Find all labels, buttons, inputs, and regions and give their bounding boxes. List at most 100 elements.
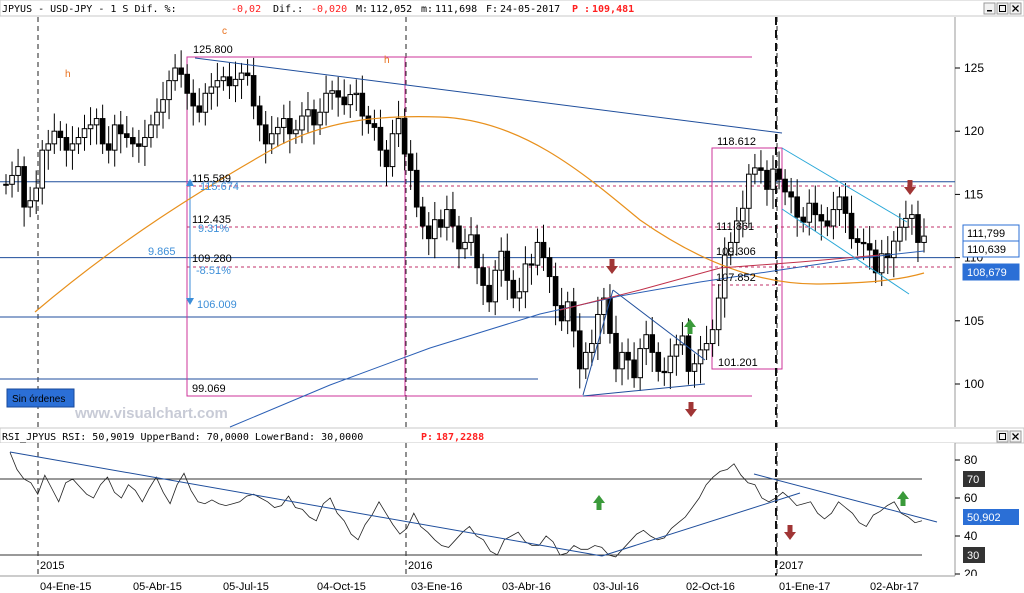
- candle-body-45: [274, 126, 281, 135]
- candle-body-127: [770, 168, 776, 190]
- candle-body-70: [425, 225, 432, 240]
- candle-body-4: [27, 200, 33, 208]
- candle-body-63: [383, 149, 390, 168]
- candle-body-25: [154, 111, 160, 126]
- window-buttons-rsi: [996, 430, 1022, 443]
- price-tick-label: 125: [964, 61, 984, 75]
- price-level-label: -8.51%: [196, 265, 231, 277]
- candle-body-1: [9, 174, 15, 185]
- time-label: 01-Ene-17: [779, 581, 830, 593]
- price-tick-label: 100: [964, 377, 984, 391]
- time-label: 04-Oct-15: [317, 581, 366, 593]
- candle-body-13: [81, 128, 88, 139]
- maximize-button[interactable]: [996, 2, 1009, 15]
- candle-body-137: [830, 209, 837, 227]
- candle-body-81: [492, 269, 498, 303]
- candle-body-23: [142, 137, 148, 147]
- candle-body-98: [595, 313, 601, 345]
- candle-body-0: [3, 183, 9, 186]
- candle-body-3: [21, 166, 27, 208]
- price-level-label: 9.31%: [198, 223, 229, 235]
- candle-body-106: [643, 334, 649, 350]
- header-min-label: m:: [421, 4, 433, 15]
- candle-body-133: [806, 202, 813, 223]
- buy-arrow-icon-1: [684, 319, 696, 334]
- year-labels: 2015 2016 2017: [40, 560, 803, 572]
- sell-arrow-icon-1: [606, 259, 618, 274]
- candle-body-148: [897, 226, 903, 242]
- candle-body-94: [570, 301, 577, 332]
- header-max-label: M:: [356, 4, 368, 15]
- header-dif: -0,020: [311, 4, 347, 15]
- candle-body-113: [685, 335, 692, 372]
- candle-body-147: [891, 240, 897, 259]
- year-label: 2015: [40, 560, 64, 572]
- candle-body-49: [299, 115, 305, 131]
- rsi-p: 187,2288: [436, 432, 484, 443]
- candle-body-124: [752, 167, 758, 175]
- candle-body-87: [528, 263, 535, 266]
- candle-body-120: [727, 241, 734, 256]
- candle-body-101: [613, 332, 619, 370]
- candle-body-32: [196, 105, 203, 113]
- rsi-gridlines: [0, 443, 922, 576]
- price-level-label: 107.852: [716, 272, 756, 284]
- candle-body-135: [818, 214, 825, 222]
- candle-body-16: [99, 118, 106, 145]
- candle-body-83: [504, 250, 511, 281]
- maximize-icon: [999, 5, 1006, 12]
- price-tag-value: 111,799: [967, 228, 1005, 240]
- rsi-maximize-button[interactable]: [996, 430, 1009, 443]
- candle-body-103: [625, 351, 631, 361]
- time-axis: [0, 576, 1024, 593]
- candle-body-97: [589, 343, 595, 353]
- candle-body-99: [601, 297, 607, 315]
- candle-body-27: [166, 80, 172, 101]
- price-level-label: 109.280: [192, 253, 232, 265]
- minimize-button[interactable]: [983, 2, 996, 15]
- orders-button-bg[interactable]: [6, 388, 75, 408]
- candle-body-29: [178, 67, 184, 75]
- header-min: 111,698: [435, 4, 477, 15]
- candle-body-66: [401, 118, 408, 155]
- candle-body-6: [39, 149, 46, 189]
- price-level-label: 118.612: [717, 136, 756, 148]
- rsi-header-text: RSI_JPYUS RSI: 50,9019 UpperBand: 70,000…: [2, 432, 363, 443]
- rsi-buy-arrow-icon-1: [593, 495, 605, 510]
- orders-button-label: Sin órdenes: [12, 394, 65, 405]
- header-p-label: P :: [572, 4, 590, 15]
- candle-body-84: [510, 279, 517, 299]
- header-date: 24-05-2017: [500, 4, 560, 15]
- time-label: 05-Jul-15: [223, 581, 269, 593]
- channel-upper: [781, 147, 908, 223]
- time-label: 02-Abr-17: [870, 581, 919, 593]
- watermark: www.visualchart.com: [74, 405, 228, 422]
- header-symbol: JPYUS - USD-JPY - 1 S Dif. %:: [2, 4, 177, 15]
- candle-body-24: [148, 124, 154, 139]
- candle-body-51: [311, 109, 317, 126]
- rsi-line: [9, 452, 923, 558]
- orders-button[interactable]: Sin órdenes: [6, 388, 75, 408]
- time-label: 02-Oct-16: [686, 581, 735, 593]
- candle-body-145: [878, 253, 885, 274]
- candle-body-56: [341, 96, 348, 106]
- triangle-left-line: [582, 289, 614, 396]
- rsi-buy-arrow-icon-2: [897, 491, 909, 506]
- rsi-tick-label: 80: [964, 453, 978, 467]
- candle-body-38: [232, 78, 239, 87]
- candle-body-126: [764, 169, 770, 190]
- rsi-tag-bg: [963, 547, 985, 563]
- candle-body-116: [703, 343, 710, 351]
- candlesticks: [3, 50, 927, 391]
- moving-average-orange: [34, 116, 925, 313]
- time-axis-labels: 04-Ene-15 05-Abr-15 05-Jul-15 04-Oct-15 03-E…: [40, 581, 919, 593]
- candle-body-73: [444, 209, 450, 228]
- price-tag-bg: [962, 263, 1020, 281]
- candle-body-43: [262, 124, 269, 145]
- candle-body-129: [782, 178, 788, 193]
- candle-body-118: [715, 297, 722, 331]
- candle-body-12: [75, 137, 82, 145]
- candle-body-95: [576, 330, 583, 370]
